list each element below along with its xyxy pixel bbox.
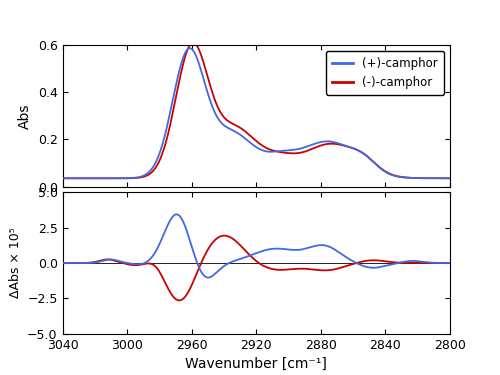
X-axis label: Wavenumber [cm⁻¹]: Wavenumber [cm⁻¹] xyxy=(186,357,327,371)
Y-axis label: ΔAbs × 10⁵: ΔAbs × 10⁵ xyxy=(8,228,22,298)
Y-axis label: Abs: Abs xyxy=(18,103,32,129)
Legend: (+)-camphor, (-)-camphor: (+)-camphor, (-)-camphor xyxy=(326,51,444,94)
